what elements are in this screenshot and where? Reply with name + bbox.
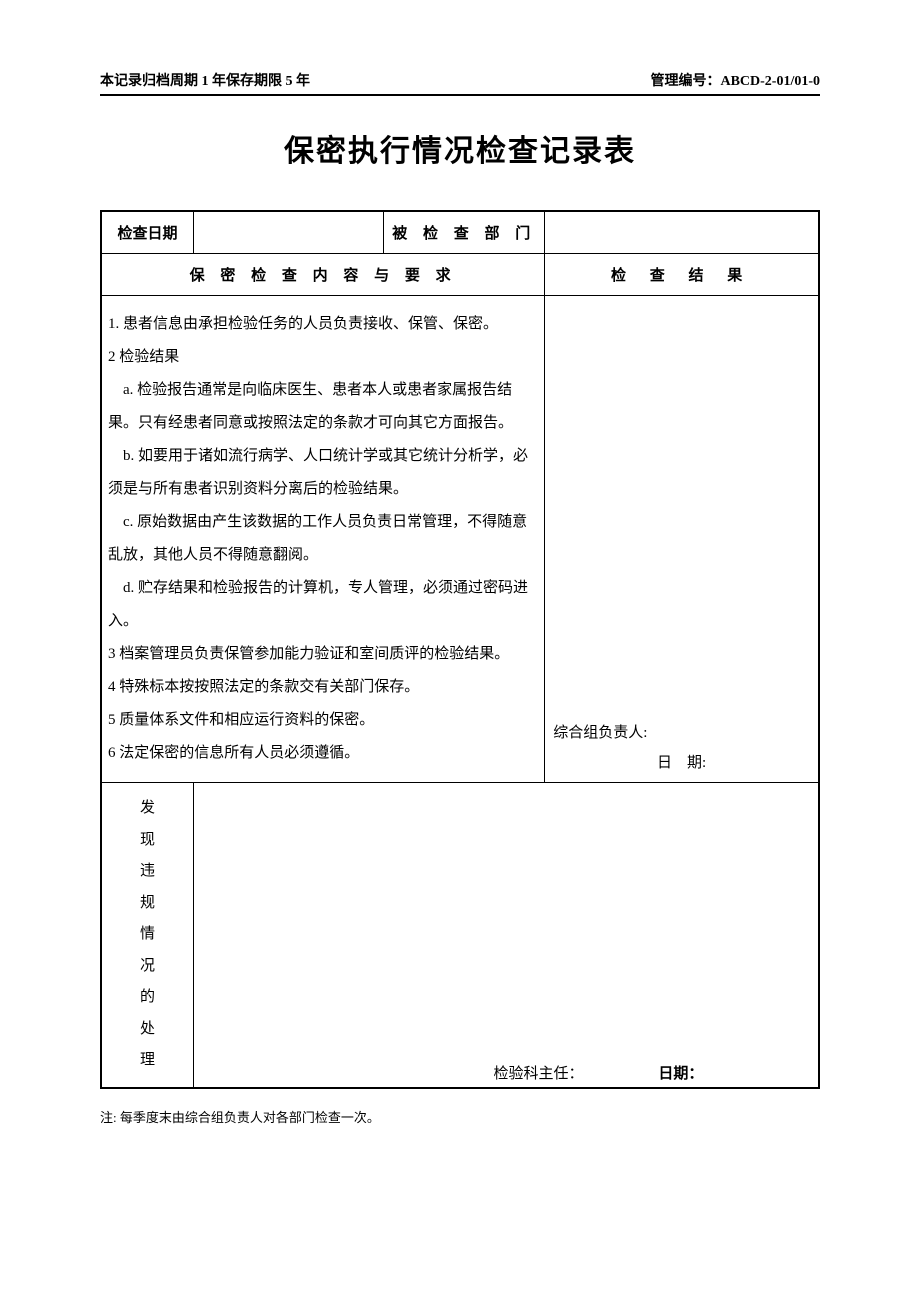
page-title: 保密执行情况检查记录表	[100, 126, 820, 170]
footnote: 注: 每季度末由综合组负责人对各部门检查一次。	[100, 1107, 820, 1126]
inspection-table: 检查日期 被 检 查 部 门 保 密 检 查 内 容 与 要 求 检 查 结 果…	[100, 210, 820, 1089]
content-line: c. 原始数据由产生该数据的工作人员负责日常管理，不得随意乱放，其他人员不得随意…	[108, 506, 538, 572]
inspected-dept-label: 被 检 查 部 门	[384, 211, 545, 254]
page-header: 本记录归档周期 1 年保存期限 5 年 管理编号：ABCD-2-01/01-0	[100, 70, 820, 96]
content-line: 4 特殊标本按按照法定的条款交有关部门保存。	[108, 671, 538, 704]
content-line: 6 法定保密的信息所有人员必须遵循。	[108, 737, 538, 770]
violation-label: 发现违规情况的处理	[101, 783, 194, 1088]
result-body: 综合组负责人: 日 期:	[545, 296, 819, 783]
director-label: 检验科主任：	[494, 1062, 584, 1083]
content-line: 3 档案管理员负责保管参加能力验证和室间质评的检验结果。	[108, 638, 538, 671]
inspected-dept-value	[545, 211, 819, 254]
result-date-label: 日 期:	[553, 748, 810, 778]
content-line: 5 质量体系文件和相应运行资料的保密。	[108, 704, 538, 737]
table-row: 1. 患者信息由承担检验任务的人员负责接收、保管、保密。 2 检验结果 a. 检…	[101, 296, 819, 783]
table-row: 保 密 检 查 内 容 与 要 求 检 查 结 果	[101, 254, 819, 296]
content-body: 1. 患者信息由承担检验任务的人员负责接收、保管、保密。 2 检验结果 a. 检…	[101, 296, 545, 783]
table-row: 发现违规情况的处理 检验科主任： 日期：	[101, 783, 819, 1088]
violation-date-label: 日期：	[658, 1062, 703, 1083]
content-header: 保 密 检 查 内 容 与 要 求	[101, 254, 545, 296]
content-line: d. 贮存结果和检验报告的计算机，专人管理，必须通过密码进入。	[108, 572, 538, 638]
content-line: b. 如要用于诸如流行病学、人口统计学或其它统计分析学，必须是与所有患者识别资料…	[108, 440, 538, 506]
content-line: a. 检验报告通常是向临床医生、患者本人或患者家属报告结果。只有经患者同意或按照…	[108, 374, 538, 440]
result-leader-label: 综合组负责人:	[553, 718, 810, 748]
header-right: 管理编号：ABCD-2-01/01-0	[650, 70, 820, 90]
inspect-date-value	[194, 211, 384, 254]
content-line: 1. 患者信息由承担检验任务的人员负责接收、保管、保密。	[108, 308, 538, 341]
inspect-date-label: 检查日期	[101, 211, 194, 254]
violation-body: 检验科主任： 日期：	[194, 783, 819, 1088]
content-line: 2 检验结果	[108, 341, 538, 374]
table-row: 检查日期 被 检 查 部 门	[101, 211, 819, 254]
result-header: 检 查 结 果	[545, 254, 819, 296]
header-left: 本记录归档周期 1 年保存期限 5 年	[100, 70, 310, 90]
